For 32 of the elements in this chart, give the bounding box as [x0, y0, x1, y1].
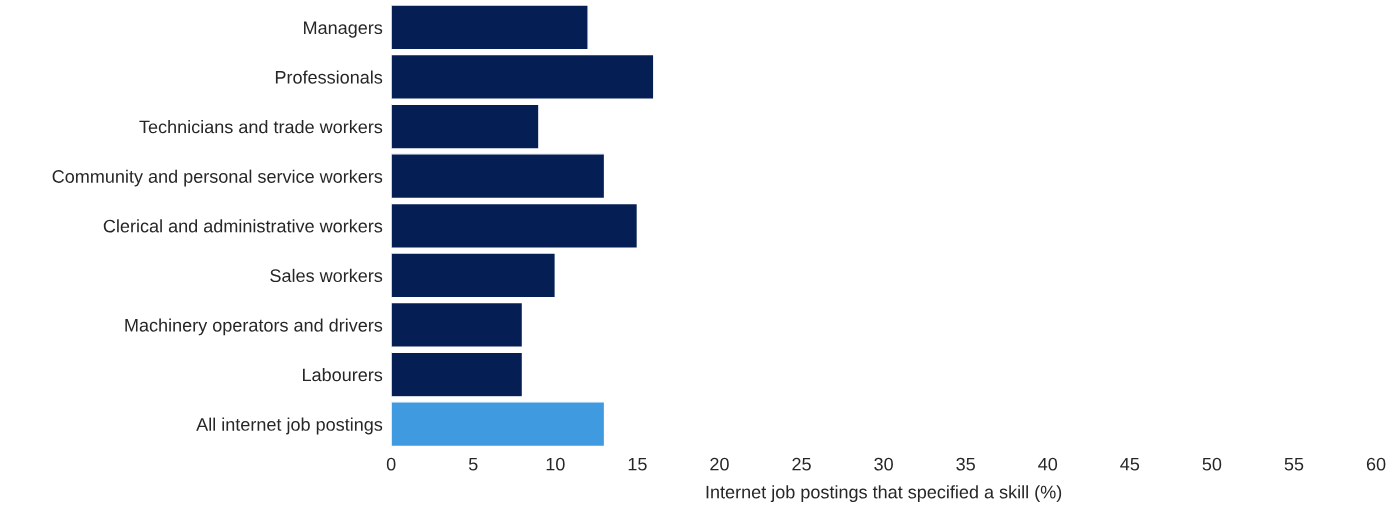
x-tick-label: 25: [792, 457, 811, 471]
x-tick-label: 60: [1366, 457, 1386, 471]
y-tick-label: Technicians and trade workers: [139, 120, 383, 134]
y-tick-label: Machinery operators and drivers: [125, 318, 383, 336]
y-tick-label: Managers: [304, 21, 383, 38]
x-tick-label: 35: [956, 457, 975, 471]
x-tick-label: 10: [546, 457, 565, 471]
x-tick-label: 30: [874, 457, 893, 471]
bar: [391, 301, 524, 348]
bar: [391, 401, 606, 448]
y-tick-label: Clerical and administrative workers: [103, 219, 383, 233]
bar: [391, 351, 524, 398]
y-tick-label: All internet job postings: [196, 417, 383, 435]
x-axis-title: Internet job postings that specified a skill (%): [706, 485, 1062, 503]
x-tick-label: 40: [1038, 457, 1058, 471]
bar: [391, 103, 540, 150]
x-tick-label: 50: [1202, 457, 1222, 471]
y-tick-label: Labourers: [303, 368, 383, 382]
bar: [391, 153, 606, 200]
bar: [391, 202, 639, 249]
bar: [391, 4, 589, 51]
y-tick-label: Community and personal service workers: [52, 169, 383, 187]
x-tick-label: 55: [1284, 457, 1304, 471]
x-tick-label: 0: [386, 457, 396, 471]
x-tick-label: 5: [468, 457, 478, 471]
bar: [391, 252, 557, 299]
x-tick-label: 20: [710, 457, 729, 471]
y-tick-label: Sales workers: [270, 268, 383, 283]
bar: [391, 53, 655, 100]
y-tick-label: Professionals: [275, 70, 383, 84]
x-tick-label: 15: [628, 457, 647, 471]
x-tick-label: 45: [1120, 457, 1140, 471]
